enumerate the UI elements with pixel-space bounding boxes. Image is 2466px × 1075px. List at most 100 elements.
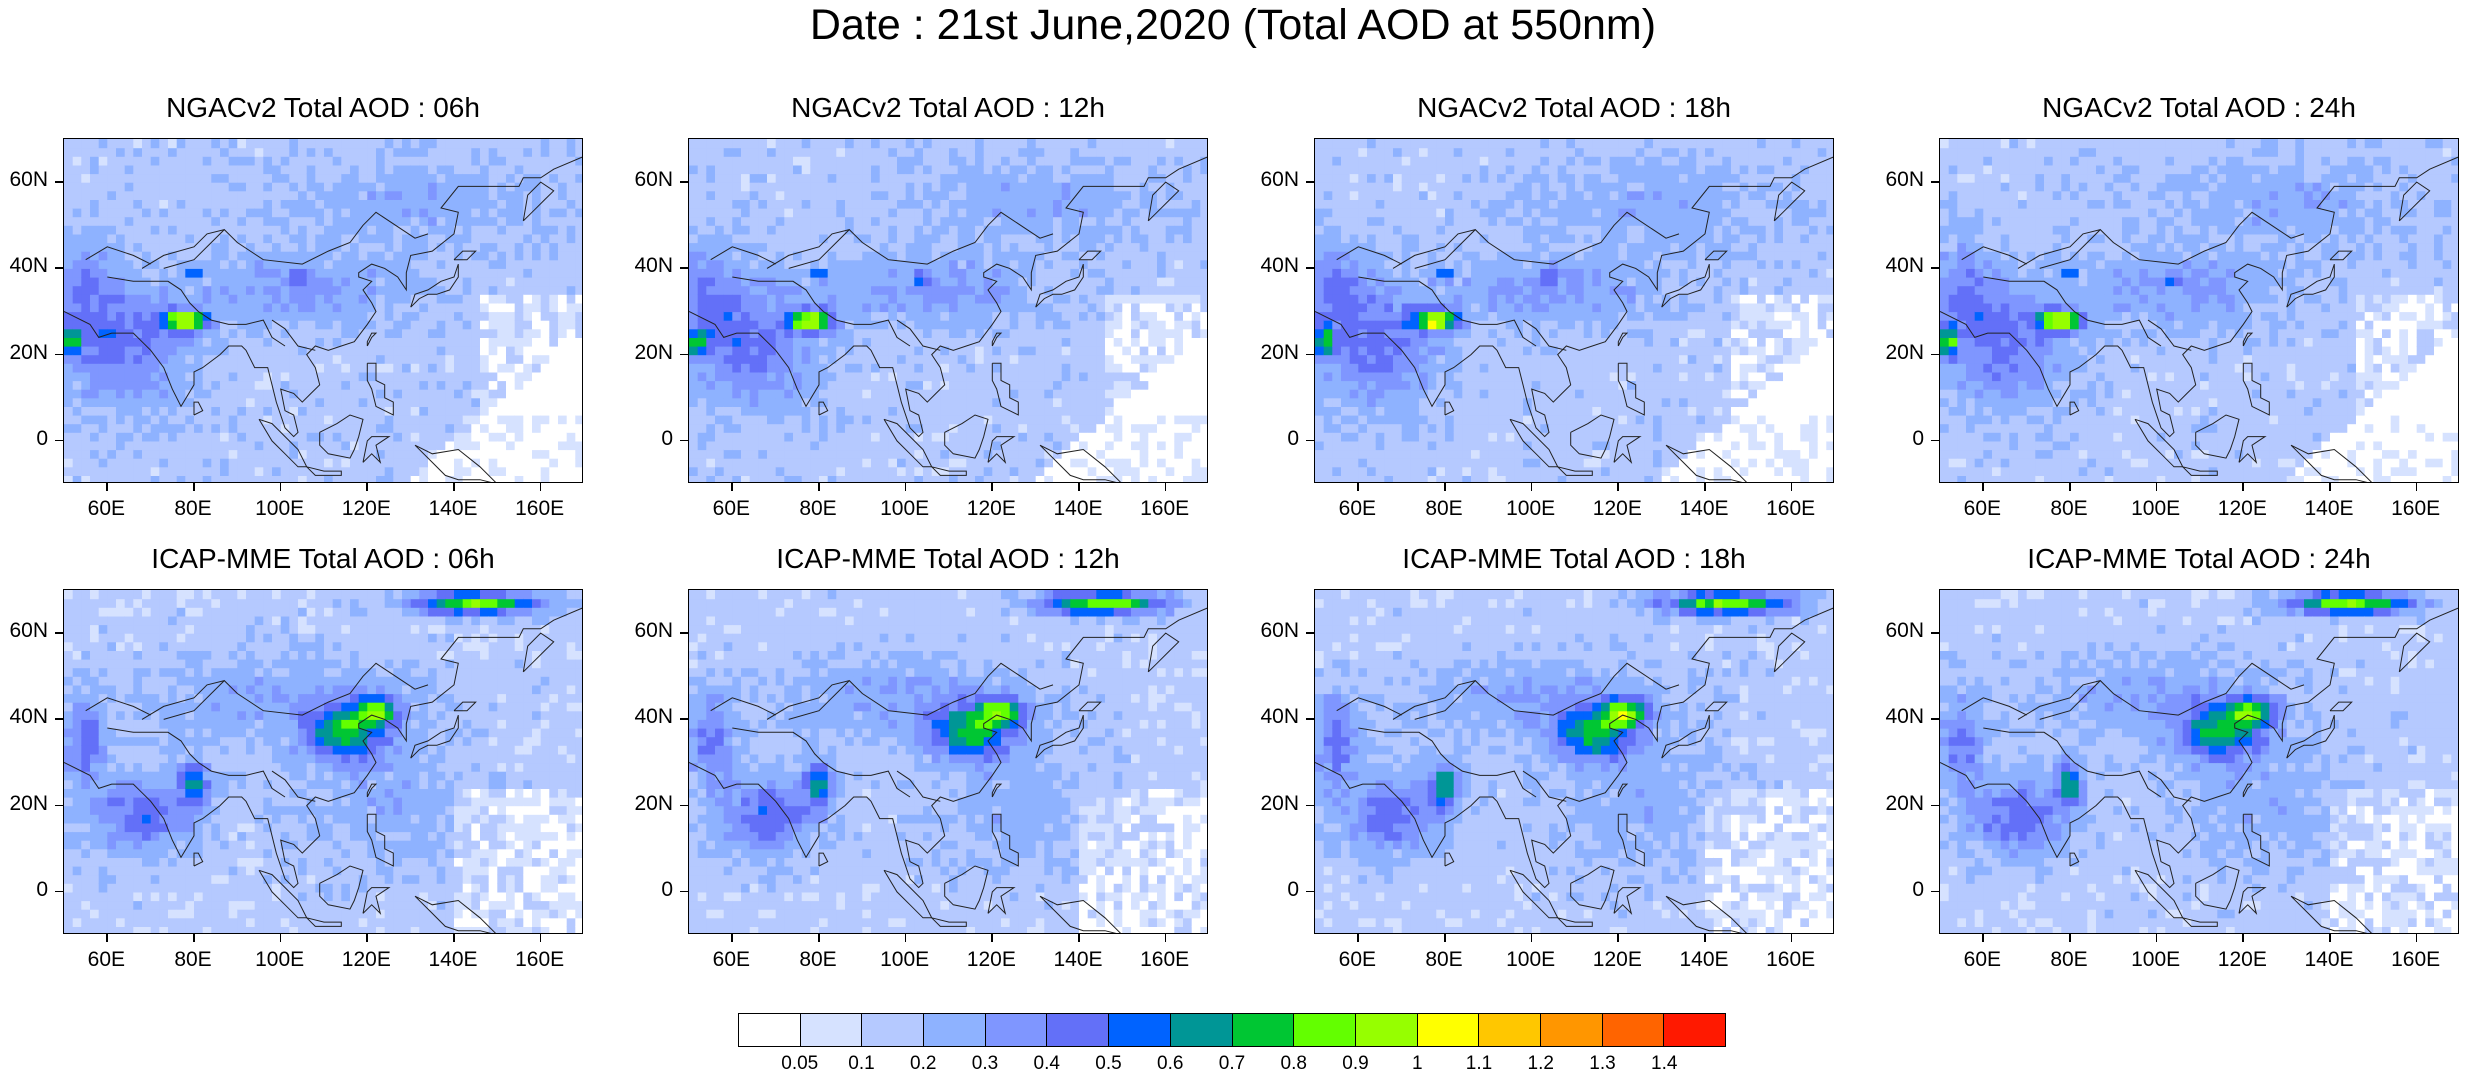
panel-title: NGACv2 Total AOD : 18h [1274,92,1874,124]
lon-tick-label: 80E [2034,948,2104,972]
lon-tick-label: 120E [956,948,1026,972]
lat-tick [55,354,63,356]
lon-tick-label: 100E [870,497,940,521]
lon-tick [453,483,455,491]
panel-title: NGACv2 Total AOD : 24h [1899,92,2466,124]
aod-map [1315,139,1834,483]
lat-tick [1306,718,1314,720]
panel-title: ICAP-MME Total AOD : 24h [1899,543,2466,575]
lon-tick [818,483,820,491]
map-plot-area [1939,589,2459,934]
map-plot-area [63,138,583,483]
lon-tick [1444,934,1446,942]
lon-tick [1531,483,1533,491]
lon-tick-label: 140E [1043,497,1113,521]
panel-title: ICAP-MME Total AOD : 06h [23,543,623,575]
lon-tick [1982,934,1984,942]
figure-title: Date : 21st June,2020 (Total AOD at 550n… [0,0,2466,50]
lon-tick-label: 60E [71,497,141,521]
panel-title: ICAP-MME Total AOD : 18h [1274,543,1874,575]
lat-tick [680,632,688,634]
map-plot-area [688,589,1208,934]
lat-tick [1306,440,1314,442]
lat-tick [680,267,688,269]
colorbar-box [1356,1014,1418,1046]
lat-tick-label: 20N [0,792,48,816]
lat-tick [1931,632,1939,634]
lat-tick-label: 20N [613,341,673,365]
lon-tick [106,934,108,942]
aod-grid [1315,590,1834,934]
lon-tick [1704,483,1706,491]
lon-tick [2416,483,2418,491]
lat-tick-label: 0 [613,427,673,451]
lon-tick-label: 160E [1130,948,1200,972]
aod-map [64,590,583,934]
lat-tick [1931,181,1939,183]
lat-tick [680,891,688,893]
lat-tick [1931,805,1939,807]
lat-tick-label: 20N [613,792,673,816]
panel-title: NGACv2 Total AOD : 12h [648,92,1248,124]
lat-tick-label: 40N [613,705,673,729]
lat-tick [680,354,688,356]
colorbar-box [1109,1014,1171,1046]
lon-tick [193,934,195,942]
map-plot-area [1314,589,1834,934]
lon-tick [540,934,542,942]
lon-tick [2242,483,2244,491]
aod-map [689,139,1208,483]
lon-tick [540,483,542,491]
lon-tick [905,934,907,942]
map-plot-area [1314,138,1834,483]
lat-tick [680,440,688,442]
lon-tick [2416,934,2418,942]
lat-tick [1306,891,1314,893]
lat-tick-label: 60N [1239,168,1299,192]
colorbar-label: 0.4 [1017,1053,1077,1075]
lon-tick-label: 160E [505,948,575,972]
colorbar-box [924,1014,986,1046]
lat-tick-label: 60N [613,619,673,643]
lon-tick-label: 140E [2294,948,2364,972]
lat-tick [1931,718,1939,720]
lon-tick-label: 160E [2381,948,2451,972]
lon-tick-label: 60E [1947,497,2017,521]
lat-tick-label: 40N [0,254,48,278]
lon-tick-label: 100E [870,948,940,972]
lat-tick [55,181,63,183]
lat-tick-label: 20N [1864,792,1924,816]
lat-tick-label: 0 [0,878,48,902]
lat-tick [680,718,688,720]
lon-tick-label: 100E [2121,948,2191,972]
lon-tick-label: 80E [783,948,853,972]
colorbar-label: 0.3 [955,1053,1015,1075]
lon-tick [2156,483,2158,491]
aod-map [689,590,1208,934]
lat-tick-label: 40N [1239,254,1299,278]
lon-tick [1165,934,1167,942]
lon-tick-label: 120E [2207,948,2277,972]
lon-tick [280,934,282,942]
lon-tick-label: 160E [2381,497,2451,521]
lon-tick [106,483,108,491]
lon-tick-label: 140E [2294,497,2364,521]
lon-tick-label: 140E [418,497,488,521]
lon-tick-label: 60E [71,948,141,972]
lat-tick [680,181,688,183]
colorbar-label: 0.1 [832,1053,892,1075]
colorbar-label: 0.6 [1140,1053,1200,1075]
lat-tick [1931,440,1939,442]
lon-tick-label: 120E [331,948,401,972]
lat-tick-label: 0 [0,427,48,451]
colorbar-label: 1 [1387,1053,1447,1075]
map-plot-area [63,589,583,934]
lon-tick [1078,483,1080,491]
lat-tick-label: 40N [1864,254,1924,278]
lat-tick-label: 60N [0,619,48,643]
lon-tick [1617,934,1619,942]
